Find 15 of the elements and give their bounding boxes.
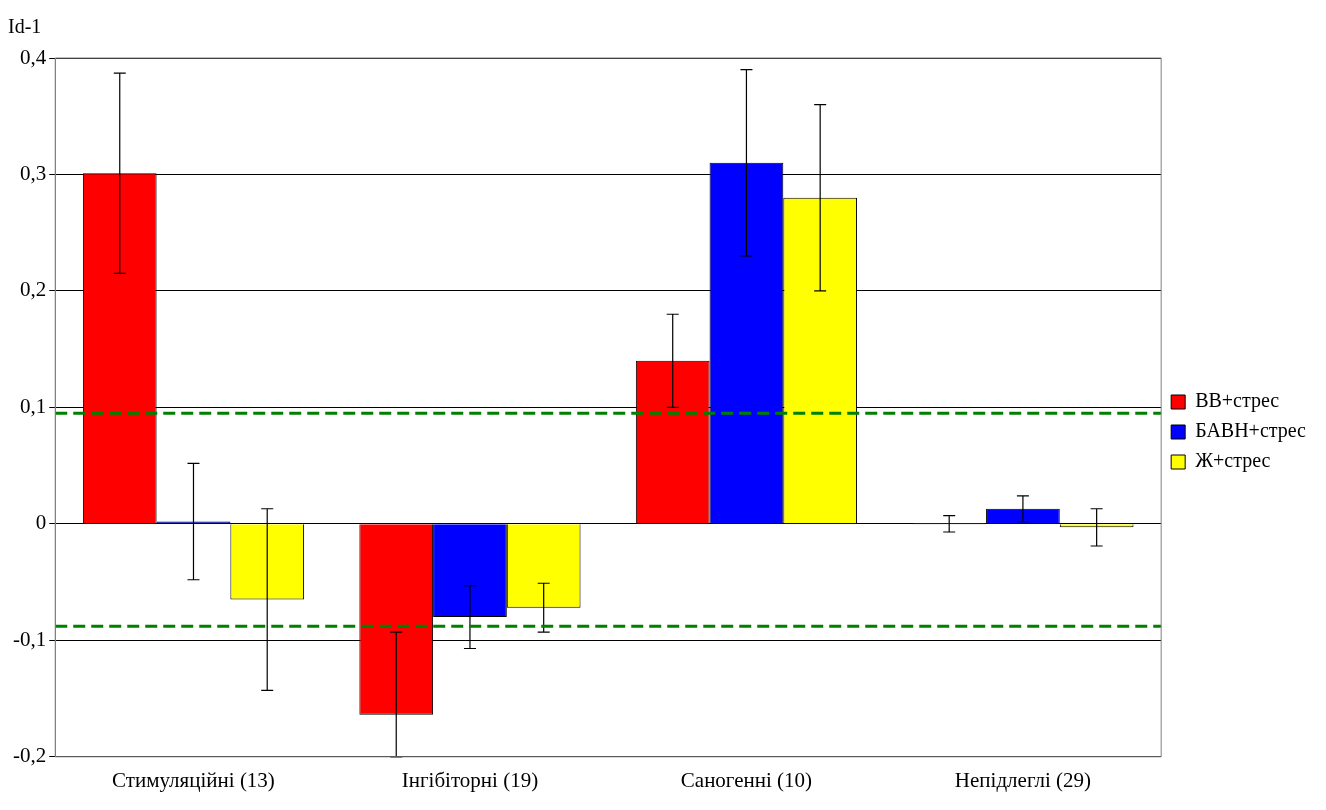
- y-axis-title: Id-1: [8, 15, 42, 38]
- x-tick-label: Інгібіторні (19): [401, 767, 539, 792]
- legend-label: ВВ+стрес: [1195, 389, 1280, 413]
- y-tick-label: 0,1: [19, 393, 47, 418]
- y-tick-label: 0,2: [19, 277, 47, 302]
- legend-label: БАВН+стрес: [1195, 419, 1307, 443]
- y-tick-label: 0,3: [19, 160, 47, 185]
- x-tick-label: Саногенні (10): [680, 767, 813, 792]
- y-tick-label: 0,4: [19, 44, 47, 69]
- x-tick-label: Стимуляційні (13): [112, 767, 275, 792]
- y-tick-label: -0,2: [12, 743, 47, 768]
- legend-label: Ж+стрес: [1195, 449, 1271, 473]
- y-tick-label: 0: [35, 510, 47, 535]
- y-tick-label: -0,1: [12, 626, 47, 651]
- x-tick-label: Непідлеглі (29): [954, 767, 1091, 792]
